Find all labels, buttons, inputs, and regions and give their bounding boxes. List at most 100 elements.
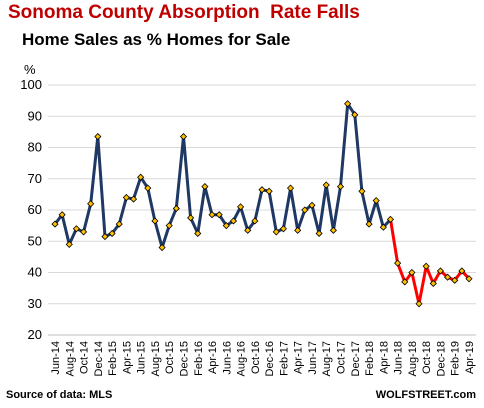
x-tick-label: Aug-15 bbox=[150, 341, 162, 376]
chart-subtitle: Home Sales as % Homes for Sale bbox=[22, 30, 291, 49]
data-point bbox=[436, 267, 445, 275]
x-tick-label: Dec-15 bbox=[178, 341, 190, 376]
y-tick-label: 90 bbox=[28, 108, 42, 123]
data-point bbox=[158, 243, 166, 252]
x-tick-label: Feb-15 bbox=[107, 341, 119, 376]
x-tick-label: Jun-18 bbox=[393, 341, 405, 375]
data-point bbox=[65, 240, 73, 248]
data-point bbox=[358, 187, 366, 195]
x-tick-label: Aug-18 bbox=[407, 341, 419, 376]
data-point bbox=[401, 278, 409, 286]
data-point bbox=[429, 279, 437, 288]
data-point bbox=[379, 223, 387, 231]
x-tick-label: Dec-18 bbox=[435, 341, 447, 376]
data-point bbox=[51, 220, 59, 228]
y-tick-label: 70 bbox=[28, 171, 42, 186]
y-tick-label: 80 bbox=[28, 140, 42, 155]
x-tick-label: Apr-16 bbox=[207, 341, 219, 374]
data-point bbox=[308, 201, 316, 209]
data-point bbox=[465, 275, 473, 283]
data-point bbox=[222, 222, 230, 230]
x-tick-label: Apr-17 bbox=[293, 341, 305, 374]
data-point bbox=[279, 225, 287, 233]
y-axis-unit: % bbox=[24, 62, 36, 77]
x-tick-label: Jun-16 bbox=[221, 341, 233, 375]
data-point bbox=[372, 197, 380, 205]
x-tick-label: Oct-18 bbox=[421, 341, 433, 374]
x-tick-label: Feb-17 bbox=[278, 341, 290, 376]
data-point bbox=[286, 184, 295, 192]
data-point bbox=[458, 267, 466, 275]
data-point bbox=[144, 184, 152, 192]
x-tick-label: Apr-19 bbox=[464, 341, 476, 374]
data-point bbox=[301, 206, 309, 214]
chart-title: Sonoma County Absorption Rate Falls bbox=[8, 2, 360, 23]
data-point bbox=[201, 182, 209, 191]
data-point bbox=[58, 211, 66, 219]
data-point bbox=[322, 181, 330, 189]
data-point bbox=[258, 186, 266, 194]
data-point bbox=[444, 273, 452, 281]
x-tick-label: Feb-19 bbox=[450, 341, 462, 376]
data-point bbox=[251, 217, 259, 225]
data-point bbox=[344, 100, 352, 108]
data-point bbox=[329, 226, 337, 234]
data-point bbox=[451, 276, 459, 284]
x-tick-label: Oct-16 bbox=[250, 341, 262, 374]
data-point bbox=[101, 232, 109, 241]
data-point bbox=[336, 182, 345, 191]
y-tick-label: 50 bbox=[28, 233, 42, 248]
data-point bbox=[179, 132, 188, 141]
y-tick-label: 40 bbox=[28, 265, 42, 280]
data-point bbox=[237, 203, 245, 211]
x-tick-label: Dec-17 bbox=[350, 341, 362, 376]
data-point bbox=[108, 229, 116, 238]
data-point bbox=[272, 228, 280, 236]
y-tick-label: 100 bbox=[20, 77, 42, 92]
data-point bbox=[72, 225, 80, 233]
data-point bbox=[386, 215, 395, 223]
data-point bbox=[229, 217, 238, 225]
data-point bbox=[208, 211, 216, 219]
data-point bbox=[129, 195, 138, 203]
data-point bbox=[365, 220, 373, 228]
x-tick-label: Oct-17 bbox=[336, 341, 348, 374]
series-line-segment bbox=[53, 102, 392, 249]
data-point bbox=[408, 268, 416, 277]
x-tick-label: Jun-17 bbox=[307, 341, 319, 375]
y-tick-label: 20 bbox=[28, 327, 42, 342]
data-point bbox=[422, 262, 430, 270]
data-point bbox=[137, 173, 145, 181]
source-note: Source of data: MLS bbox=[6, 389, 113, 401]
data-point bbox=[187, 214, 195, 222]
x-tick-label: Dec-16 bbox=[264, 341, 276, 376]
data-point bbox=[115, 220, 123, 228]
data-point bbox=[244, 226, 252, 234]
x-tick-label: Feb-18 bbox=[364, 341, 376, 376]
y-tick-label: 30 bbox=[28, 296, 42, 311]
y-tick-label: 60 bbox=[28, 202, 42, 217]
data-point bbox=[415, 300, 423, 308]
data-point bbox=[294, 226, 302, 234]
data-point bbox=[94, 132, 102, 141]
brand-label: WOLFSTREET.com bbox=[375, 389, 476, 401]
data-point bbox=[351, 111, 359, 119]
x-tick-label: Jun-15 bbox=[136, 341, 148, 375]
x-tick-label: Apr-15 bbox=[121, 341, 133, 374]
series-line-segment bbox=[389, 219, 471, 306]
data-point bbox=[265, 187, 273, 195]
data-point bbox=[215, 211, 223, 219]
x-tick-label: Feb-16 bbox=[193, 341, 205, 376]
data-point bbox=[151, 217, 159, 225]
x-tick-label: Dec-14 bbox=[93, 341, 105, 376]
data-point bbox=[122, 193, 130, 202]
data-point bbox=[87, 200, 95, 208]
x-tick-label: Aug-16 bbox=[236, 341, 248, 376]
x-tick-label: Aug-17 bbox=[321, 341, 333, 376]
x-tick-label: Apr-18 bbox=[378, 341, 390, 374]
x-tick-label: Oct-14 bbox=[79, 341, 91, 374]
data-point bbox=[172, 204, 180, 213]
x-tick-label: Aug-14 bbox=[64, 341, 76, 376]
data-point bbox=[315, 229, 323, 238]
